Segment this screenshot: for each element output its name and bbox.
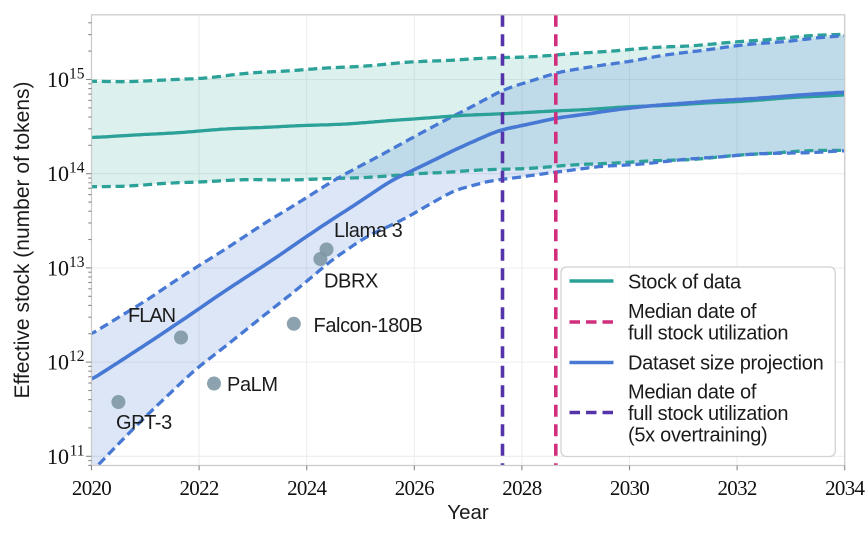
svg-text:2022: 2022 [179, 476, 218, 500]
svg-text:full stock utilization: full stock utilization [628, 323, 788, 345]
svg-text:Median date of: Median date of [628, 301, 757, 323]
svg-text:PaLM: PaLM [227, 374, 278, 396]
svg-text:2034: 2034 [825, 476, 865, 500]
svg-text:10: 10 [47, 161, 69, 186]
svg-text:13: 13 [69, 254, 85, 271]
svg-text:10: 10 [47, 255, 69, 280]
svg-text:GPT-3: GPT-3 [116, 412, 172, 434]
svg-text:15: 15 [69, 66, 85, 83]
svg-text:DBRX: DBRX [324, 271, 378, 293]
svg-text:Llama 3: Llama 3 [334, 220, 403, 242]
svg-text:2024: 2024 [287, 476, 327, 500]
svg-text:10: 10 [47, 444, 69, 469]
svg-text:Falcon-180B: Falcon-180B [314, 315, 423, 337]
svg-text:10: 10 [47, 67, 69, 92]
svg-text:2028: 2028 [502, 476, 541, 500]
svg-text:Stock of data: Stock of data [628, 272, 742, 294]
svg-text:Median date of: Median date of [628, 382, 757, 404]
svg-text:FLAN: FLAN [128, 305, 175, 327]
svg-text:full stock utilization: full stock utilization [628, 403, 788, 425]
svg-text:11: 11 [70, 442, 85, 459]
svg-text:Year: Year [447, 501, 489, 524]
svg-text:2032: 2032 [717, 476, 756, 500]
svg-text:(5x overtraining): (5x overtraining) [628, 425, 767, 447]
svg-text:Dataset size projection: Dataset size projection [628, 353, 823, 375]
svg-text:10: 10 [47, 350, 69, 375]
svg-text:12: 12 [69, 348, 85, 365]
svg-text:14: 14 [69, 160, 85, 177]
svg-text:2030: 2030 [610, 476, 649, 500]
svg-text:2020: 2020 [72, 476, 111, 500]
svg-text:2026: 2026 [395, 476, 434, 500]
svg-text:Effective stock (number of tok: Effective stock (number of tokens) [11, 81, 34, 398]
